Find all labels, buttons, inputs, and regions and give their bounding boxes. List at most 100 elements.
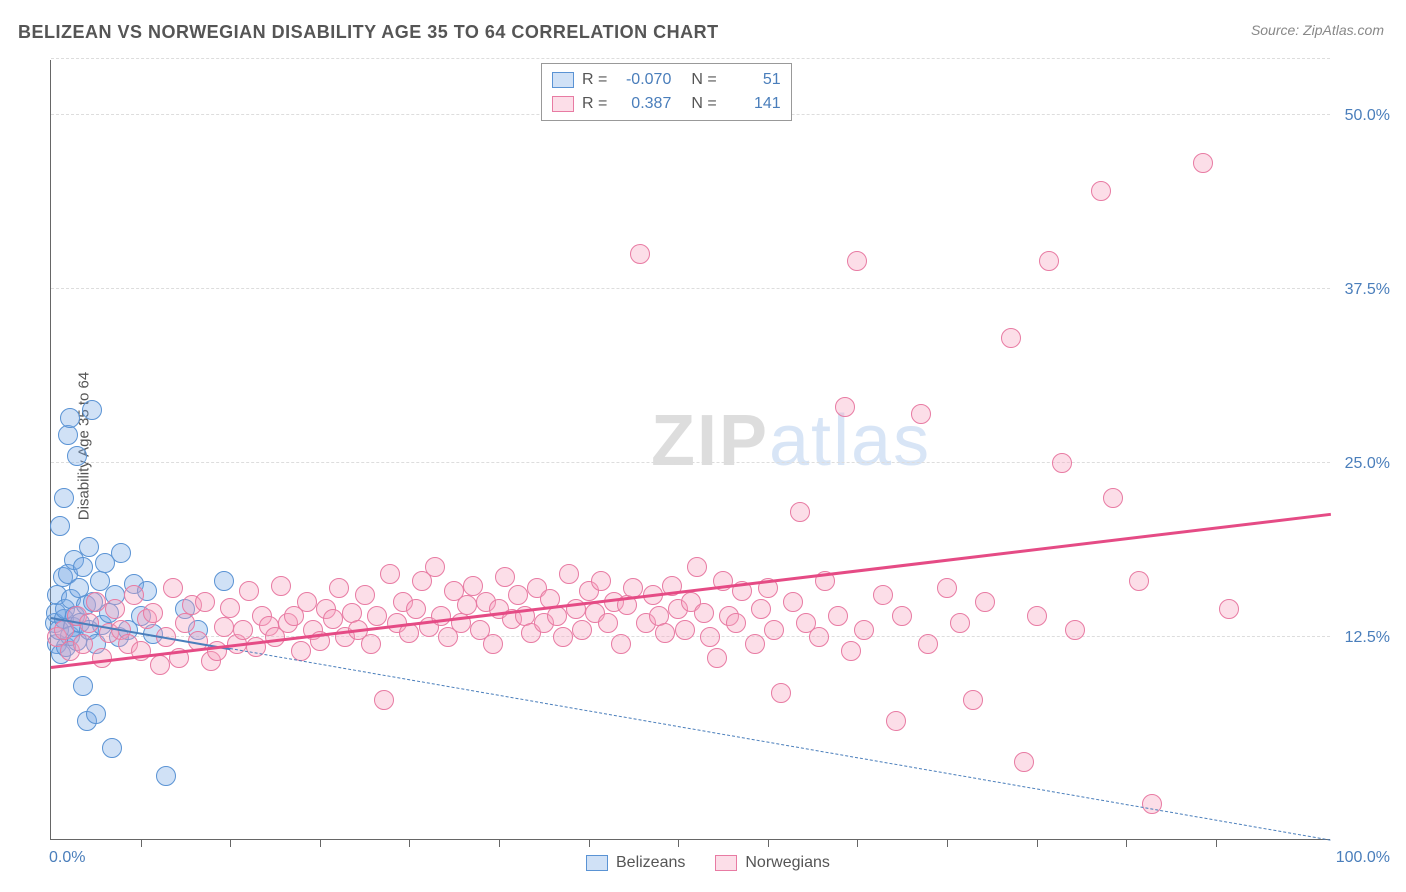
scatter-point [1219,599,1239,619]
scatter-point [975,592,995,612]
scatter-point [598,613,618,633]
scatter-point [431,606,451,626]
scatter-point [611,634,631,654]
scatter-point [745,634,765,654]
gridline-h [51,288,1330,289]
xtick [1037,839,1038,847]
legend-item: Belizeans [586,854,685,872]
scatter-point [828,606,848,626]
scatter-point [771,683,791,703]
scatter-point [1129,571,1149,591]
stats-row: R = 0.387 N = 141 [552,92,781,116]
scatter-point [1193,153,1213,173]
stat-value-r: 0.387 [615,92,671,116]
gridline-h [51,58,1330,59]
scatter-point [67,446,87,466]
scatter-point [54,488,74,508]
chart-title: BELIZEAN VS NORWEGIAN DISABILITY AGE 35 … [18,22,719,43]
xtick [141,839,142,847]
scatter-point [918,634,938,654]
scatter-point [700,627,720,647]
scatter-point [195,592,215,612]
scatter-point [764,620,784,640]
scatter-point [361,634,381,654]
scatter-point [150,655,170,675]
scatter-point [655,623,675,643]
stats-row: R =-0.070N =51 [552,68,781,92]
scatter-point [963,690,983,710]
xtick [320,839,321,847]
scatter-point [367,606,387,626]
ytick-label: 12.5% [1345,629,1390,647]
source-prefix: Source: [1251,22,1303,38]
scatter-point [323,609,343,629]
scatter-point [175,613,195,633]
stat-label: N = [691,68,716,92]
xtick-label: 100.0% [1336,849,1390,867]
scatter-point [873,585,893,605]
xtick [947,839,948,847]
xtick [1126,839,1127,847]
trend-line [230,648,1331,841]
scatter-point [886,711,906,731]
scatter-point [86,704,106,724]
ytick-label: 25.0% [1345,455,1390,473]
scatter-point [60,408,80,428]
scatter-point [783,592,803,612]
xtick [768,839,769,847]
scatter-point [937,578,957,598]
legend-swatch [715,855,737,871]
source-label: Source: ZipAtlas.com [1251,22,1384,38]
scatter-point [809,627,829,647]
legend-item: Norwegians [715,854,829,872]
scatter-point [1142,794,1162,814]
scatter-point [271,576,291,596]
xtick [678,839,679,847]
scatter-point [163,578,183,598]
scatter-point [1014,752,1034,772]
ytick-label: 50.0% [1345,107,1390,125]
scatter-point [835,397,855,417]
scatter-point [1027,606,1047,626]
stat-label: N = [691,92,716,116]
watermark: ZIPatlas [651,400,931,482]
scatter-point [291,641,311,661]
scatter-point [892,606,912,626]
legend-swatch [552,72,574,88]
scatter-point [239,581,259,601]
scatter-point [406,599,426,619]
scatter-point [854,620,874,640]
scatter-point [380,564,400,584]
scatter-point [847,251,867,271]
plot-area: ZIPatlas 12.5%25.0%37.5%50.0%0.0%100.0%R… [50,60,1330,840]
scatter-point [950,613,970,633]
scatter-point [572,620,592,640]
legend-text: Norwegians [745,854,829,872]
scatter-point [559,564,579,584]
stat-value-n: 141 [725,92,781,116]
scatter-point [297,592,317,612]
scatter-point [694,603,714,623]
stat-value-n: 51 [725,68,781,92]
scatter-point [1091,181,1111,201]
scatter-point [911,404,931,424]
xtick [857,839,858,847]
scatter-point [495,567,515,587]
legend-swatch [552,96,574,112]
scatter-point [630,244,650,264]
scatter-point [374,690,394,710]
scatter-point [751,599,771,619]
scatter-point [483,634,503,654]
scatter-point [111,543,131,563]
scatter-point [1052,453,1072,473]
scatter-point [73,557,93,577]
scatter-point [143,603,163,623]
gridline-h [51,462,1330,463]
scatter-point [841,641,861,661]
xtick-label: 0.0% [49,849,85,867]
scatter-point [82,400,102,420]
scatter-point [102,738,122,758]
stat-label: R = [582,92,607,116]
scatter-point [329,578,349,598]
scatter-point [1065,620,1085,640]
